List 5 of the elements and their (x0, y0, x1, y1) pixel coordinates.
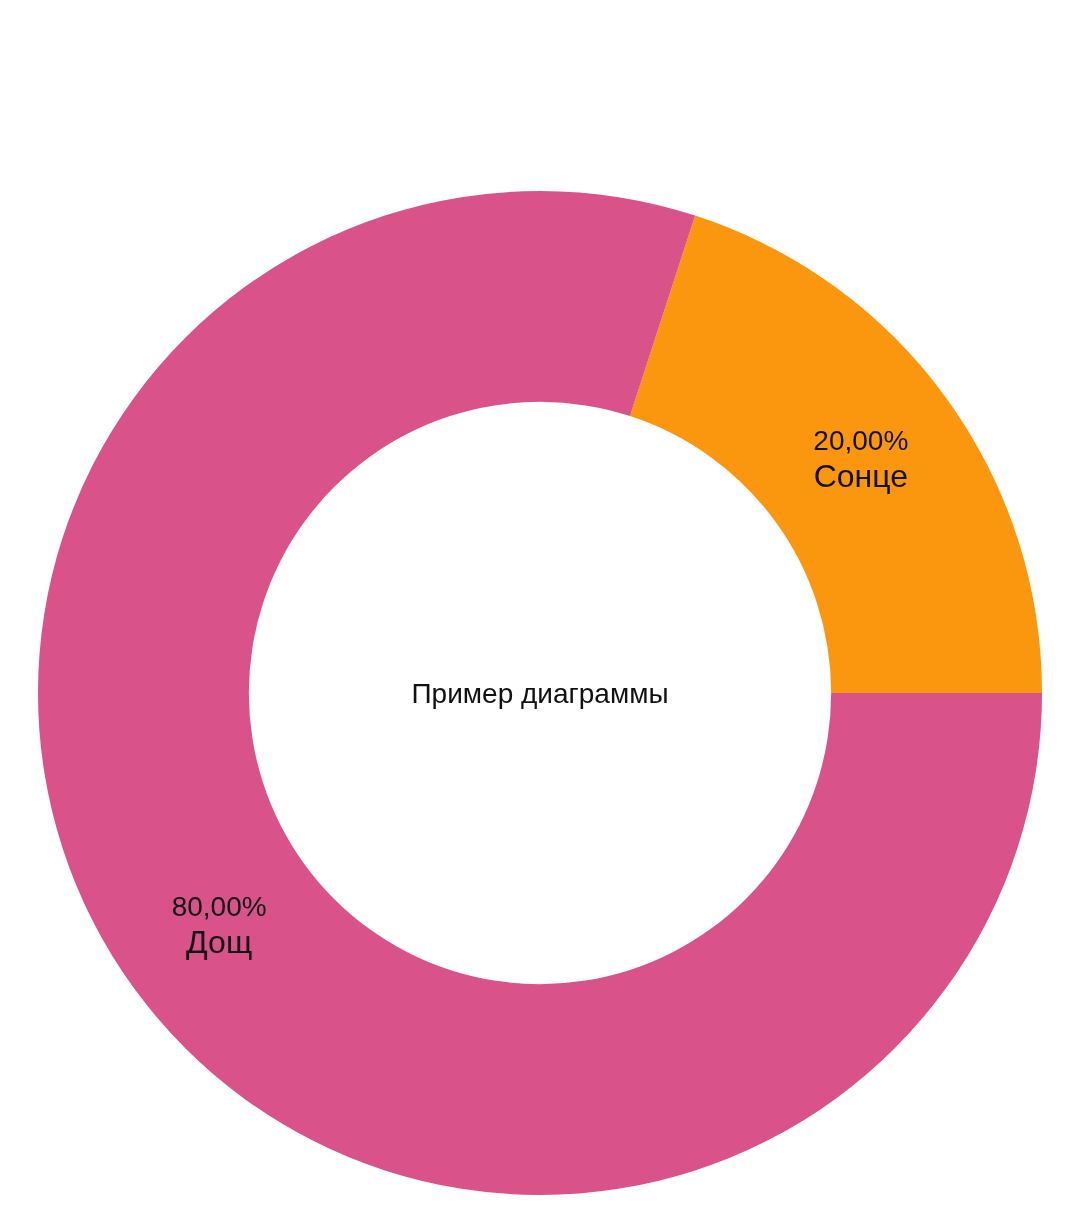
text: Пример диаграммы (411, 677, 669, 709)
data-label: 20,00% (813, 424, 909, 456)
slice-label: Дощ (186, 923, 253, 960)
slice-label: Сонце (813, 457, 909, 494)
data-label: 80,00% (171, 890, 267, 922)
